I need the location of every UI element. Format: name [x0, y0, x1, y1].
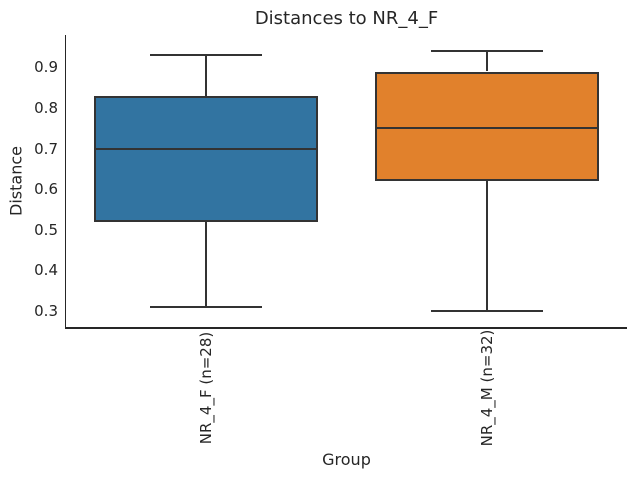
upper-whisker-cap — [430, 50, 543, 53]
median-line — [374, 127, 599, 130]
y-tick-label: 0.7 — [34, 139, 58, 158]
x-tick-label: NR_4_M (n=32) — [477, 329, 496, 447]
boxplot-box-nr-4-m — [374, 71, 599, 181]
y-tick-label: 0.9 — [34, 58, 58, 77]
x-axis-spine — [64, 327, 627, 329]
median-line — [94, 147, 319, 150]
upper-whisker — [485, 51, 488, 72]
chart-title: Distances to NR_4_F — [254, 8, 439, 29]
y-tick-label: 0.8 — [34, 99, 58, 117]
y-axis-spine — [64, 35, 66, 329]
y-tick-label: 0.5 — [34, 220, 58, 239]
lower-whisker — [485, 181, 488, 311]
lower-whisker-cap — [430, 309, 543, 312]
y-tick-label: 0.6 — [34, 180, 58, 199]
x-tick-label: NR_4_F (n=28) — [197, 331, 216, 445]
lower-whisker — [205, 221, 208, 307]
upper-whisker — [205, 55, 208, 96]
x-axis-label: Group — [322, 450, 371, 469]
lower-whisker-cap — [150, 305, 263, 308]
boxplot-box-nr-4-f — [94, 95, 319, 222]
upper-whisker-cap — [150, 54, 263, 57]
y-tick-label: 0.4 — [34, 261, 58, 280]
y-tick-label: 0.3 — [34, 301, 58, 320]
